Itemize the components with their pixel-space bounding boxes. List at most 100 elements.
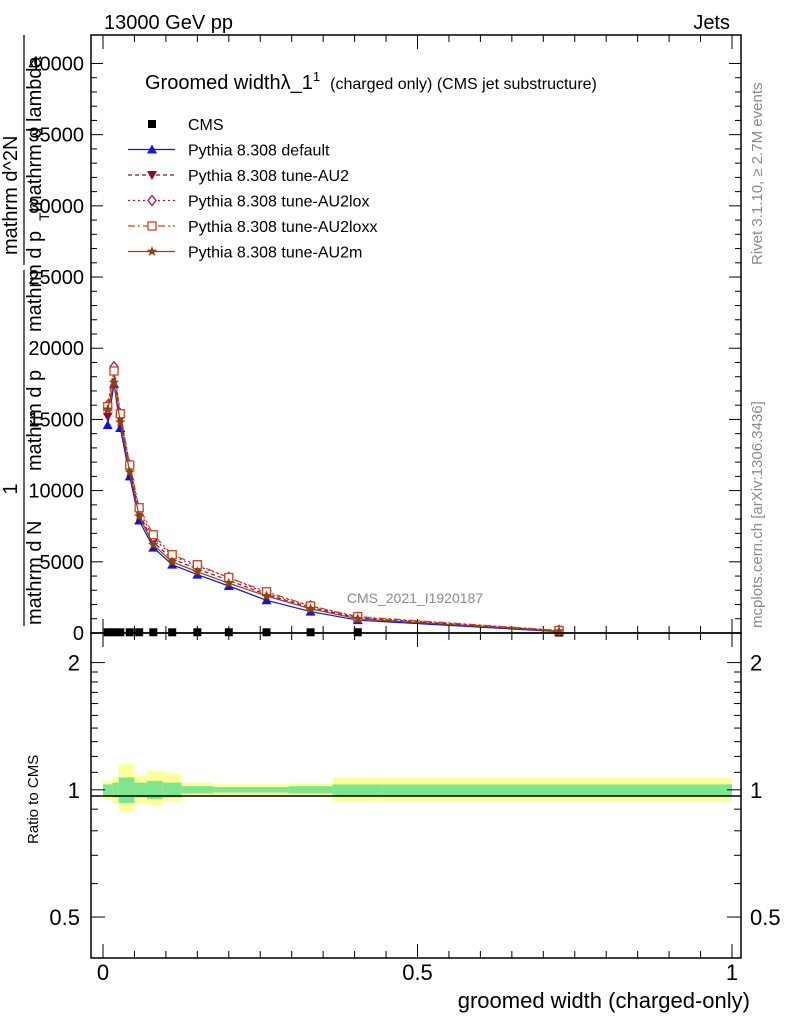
ratio-band-inner-6 bbox=[181, 786, 214, 794]
series-point-5 bbox=[167, 556, 178, 567]
legend-entry-2: Pythia 8.308 tune-AU2 bbox=[128, 168, 349, 185]
main-y-tick-label: 15000 bbox=[28, 409, 84, 431]
series-point-1 bbox=[261, 595, 272, 605]
plot-title-sub: (charged only) (CMS jet substructure) bbox=[330, 76, 597, 93]
series-line-4 bbox=[107, 370, 560, 631]
legend-entry-0: CMS bbox=[148, 117, 224, 134]
series-point-5 bbox=[148, 539, 159, 550]
ratio-panel: 0.512 0.512 0 0.5 1 Ratio to CMS groomed w… bbox=[25, 632, 781, 1013]
ratio-band-inner-2 bbox=[118, 777, 135, 804]
plot-title-main: Groomed widthλ_1 bbox=[145, 72, 313, 94]
main-y-tick-label: 35000 bbox=[28, 125, 84, 147]
ratio-band-inner-4 bbox=[147, 780, 163, 800]
series-point-5 bbox=[223, 577, 234, 588]
mcplots-label: mcplots.cern.ch [arXiv:1306.3436] bbox=[749, 401, 766, 628]
main-y-tick-label: 25000 bbox=[28, 267, 84, 289]
ratio-axis-ticks bbox=[91, 633, 741, 958]
series-point-5 bbox=[352, 613, 363, 624]
legend-label-4: Pythia 8.308 tune-AU2loxx bbox=[188, 219, 377, 236]
legend-label-2: Pythia 8.308 tune-AU2 bbox=[188, 168, 349, 185]
series-line-2 bbox=[107, 372, 560, 632]
legend-label-1: Pythia 8.308 default bbox=[188, 143, 330, 160]
x-tick-label: 0.5 bbox=[402, 960, 433, 985]
ratio-band-inner-9 bbox=[288, 786, 333, 794]
x-axis-label: groomed width (charged-only) bbox=[458, 988, 750, 1013]
series-1 bbox=[102, 378, 565, 636]
legend-entry-5: Pythia 8.308 tune-AU2m bbox=[128, 245, 362, 262]
y-label-inner-numerator: mathrm d^2N bbox=[0, 136, 22, 255]
ratio-frame bbox=[90, 632, 742, 959]
ratio-band-inner-8 bbox=[244, 787, 289, 793]
series-point-5 bbox=[261, 590, 272, 601]
series-point-4 bbox=[109, 366, 119, 376]
y-label-denominator-dn: mathrm d N bbox=[24, 521, 46, 625]
legend-marker-0 bbox=[148, 120, 156, 128]
main-axis-ticks bbox=[91, 35, 741, 634]
legend-marker-4 bbox=[147, 221, 157, 231]
series-4 bbox=[103, 366, 564, 636]
ratio-y-tick-label: 1 bbox=[68, 778, 80, 803]
ratio-band-inner-1 bbox=[112, 782, 119, 798]
ratio-band-inner-7 bbox=[213, 787, 245, 793]
main-y-tick-label: 5000 bbox=[40, 552, 85, 574]
series-point-5 bbox=[192, 566, 203, 577]
main-y-tick-label: 20000 bbox=[28, 338, 84, 360]
series-point-5 bbox=[133, 510, 145, 521]
y-label-numerator: 1 bbox=[0, 483, 22, 494]
ratio-y-axis-label: Ratio to CMS bbox=[25, 755, 42, 844]
main-series-group bbox=[102, 360, 565, 637]
series-3 bbox=[102, 360, 564, 637]
legend-marker-2 bbox=[147, 171, 157, 180]
plot-title-sup: 1 bbox=[313, 69, 320, 84]
legend: CMS Pythia 8.308 default Pythia 8.308 tune… bbox=[128, 117, 377, 262]
series-point-5 bbox=[115, 416, 126, 427]
series-2 bbox=[102, 368, 565, 636]
legend-marker-5 bbox=[146, 246, 158, 256]
ratio-y-tick-label: 2 bbox=[68, 651, 80, 676]
ratio-y-tick-labels-right: 0.5 1 2 bbox=[750, 651, 781, 930]
legend-entry-1: Pythia 8.308 default bbox=[128, 143, 330, 160]
energy-label: 13000 GeV pp bbox=[104, 12, 233, 34]
ratio-band-inner-5 bbox=[162, 782, 182, 798]
ratio-y-tick-label-right: 0.5 bbox=[750, 905, 781, 930]
ratio-band-inner-10 bbox=[332, 784, 383, 796]
ratio-band-inner-0 bbox=[103, 784, 113, 796]
category-label: Jets bbox=[693, 12, 730, 34]
ratio-y-tick-label-right: 2 bbox=[750, 651, 762, 676]
legend-label-3: Pythia 8.308 tune-AU2lox bbox=[188, 194, 369, 211]
ratio-y-tick-label: 0.5 bbox=[49, 905, 80, 930]
series-point-5 bbox=[305, 603, 316, 614]
series-point-5 bbox=[102, 404, 113, 414]
series-point-4 bbox=[148, 530, 158, 540]
rivet-label: Rivet 3.1.10, ≥ 2.7M events bbox=[749, 83, 766, 266]
ratio-y-tick-labels-left: 0.5 1 2 bbox=[49, 651, 80, 930]
series-line-3 bbox=[107, 366, 560, 631]
ratio-bands bbox=[103, 764, 732, 812]
y-label-inner-t: T bbox=[36, 212, 52, 221]
series-point-5 bbox=[124, 466, 135, 477]
legend-marker-3 bbox=[147, 194, 157, 207]
main-y-tick-label: 30000 bbox=[28, 196, 84, 218]
x-tick-label: 1 bbox=[726, 960, 738, 985]
ratio-band-inner-3 bbox=[134, 782, 148, 798]
x-tick-labels: 0 0.5 1 bbox=[97, 960, 738, 985]
main-y-tick-label: 10000 bbox=[28, 481, 84, 503]
series-5 bbox=[102, 376, 565, 636]
series-line-1 bbox=[107, 383, 560, 633]
ratio-band-inner-11 bbox=[382, 784, 732, 796]
analysis-watermark: CMS_2021_I1920187 bbox=[347, 590, 483, 606]
series-line-5 bbox=[107, 382, 560, 632]
main-y-tick-label: 40000 bbox=[28, 53, 84, 75]
legend-label-5: Pythia 8.308 tune-AU2m bbox=[188, 245, 362, 262]
series-point-5 bbox=[108, 376, 120, 387]
x-tick-label: 0 bbox=[97, 960, 109, 985]
y-label-denominator-dpt: mathrm d p bbox=[24, 370, 46, 471]
main-panel: 0 5000 10000 15000 20000 25000 30000 35000 40000… bbox=[0, 34, 742, 645]
legend-label-0: CMS bbox=[188, 117, 224, 134]
main-y-tick-label: 0 bbox=[73, 623, 84, 645]
main-y-axis-label: 1 mathrm d N mathrm d p mathrm d^2N math… bbox=[0, 35, 52, 626]
series-point-1 bbox=[102, 420, 113, 430]
legend-marker-1 bbox=[147, 144, 157, 154]
ratio-y-tick-label-right: 1 bbox=[750, 778, 762, 803]
